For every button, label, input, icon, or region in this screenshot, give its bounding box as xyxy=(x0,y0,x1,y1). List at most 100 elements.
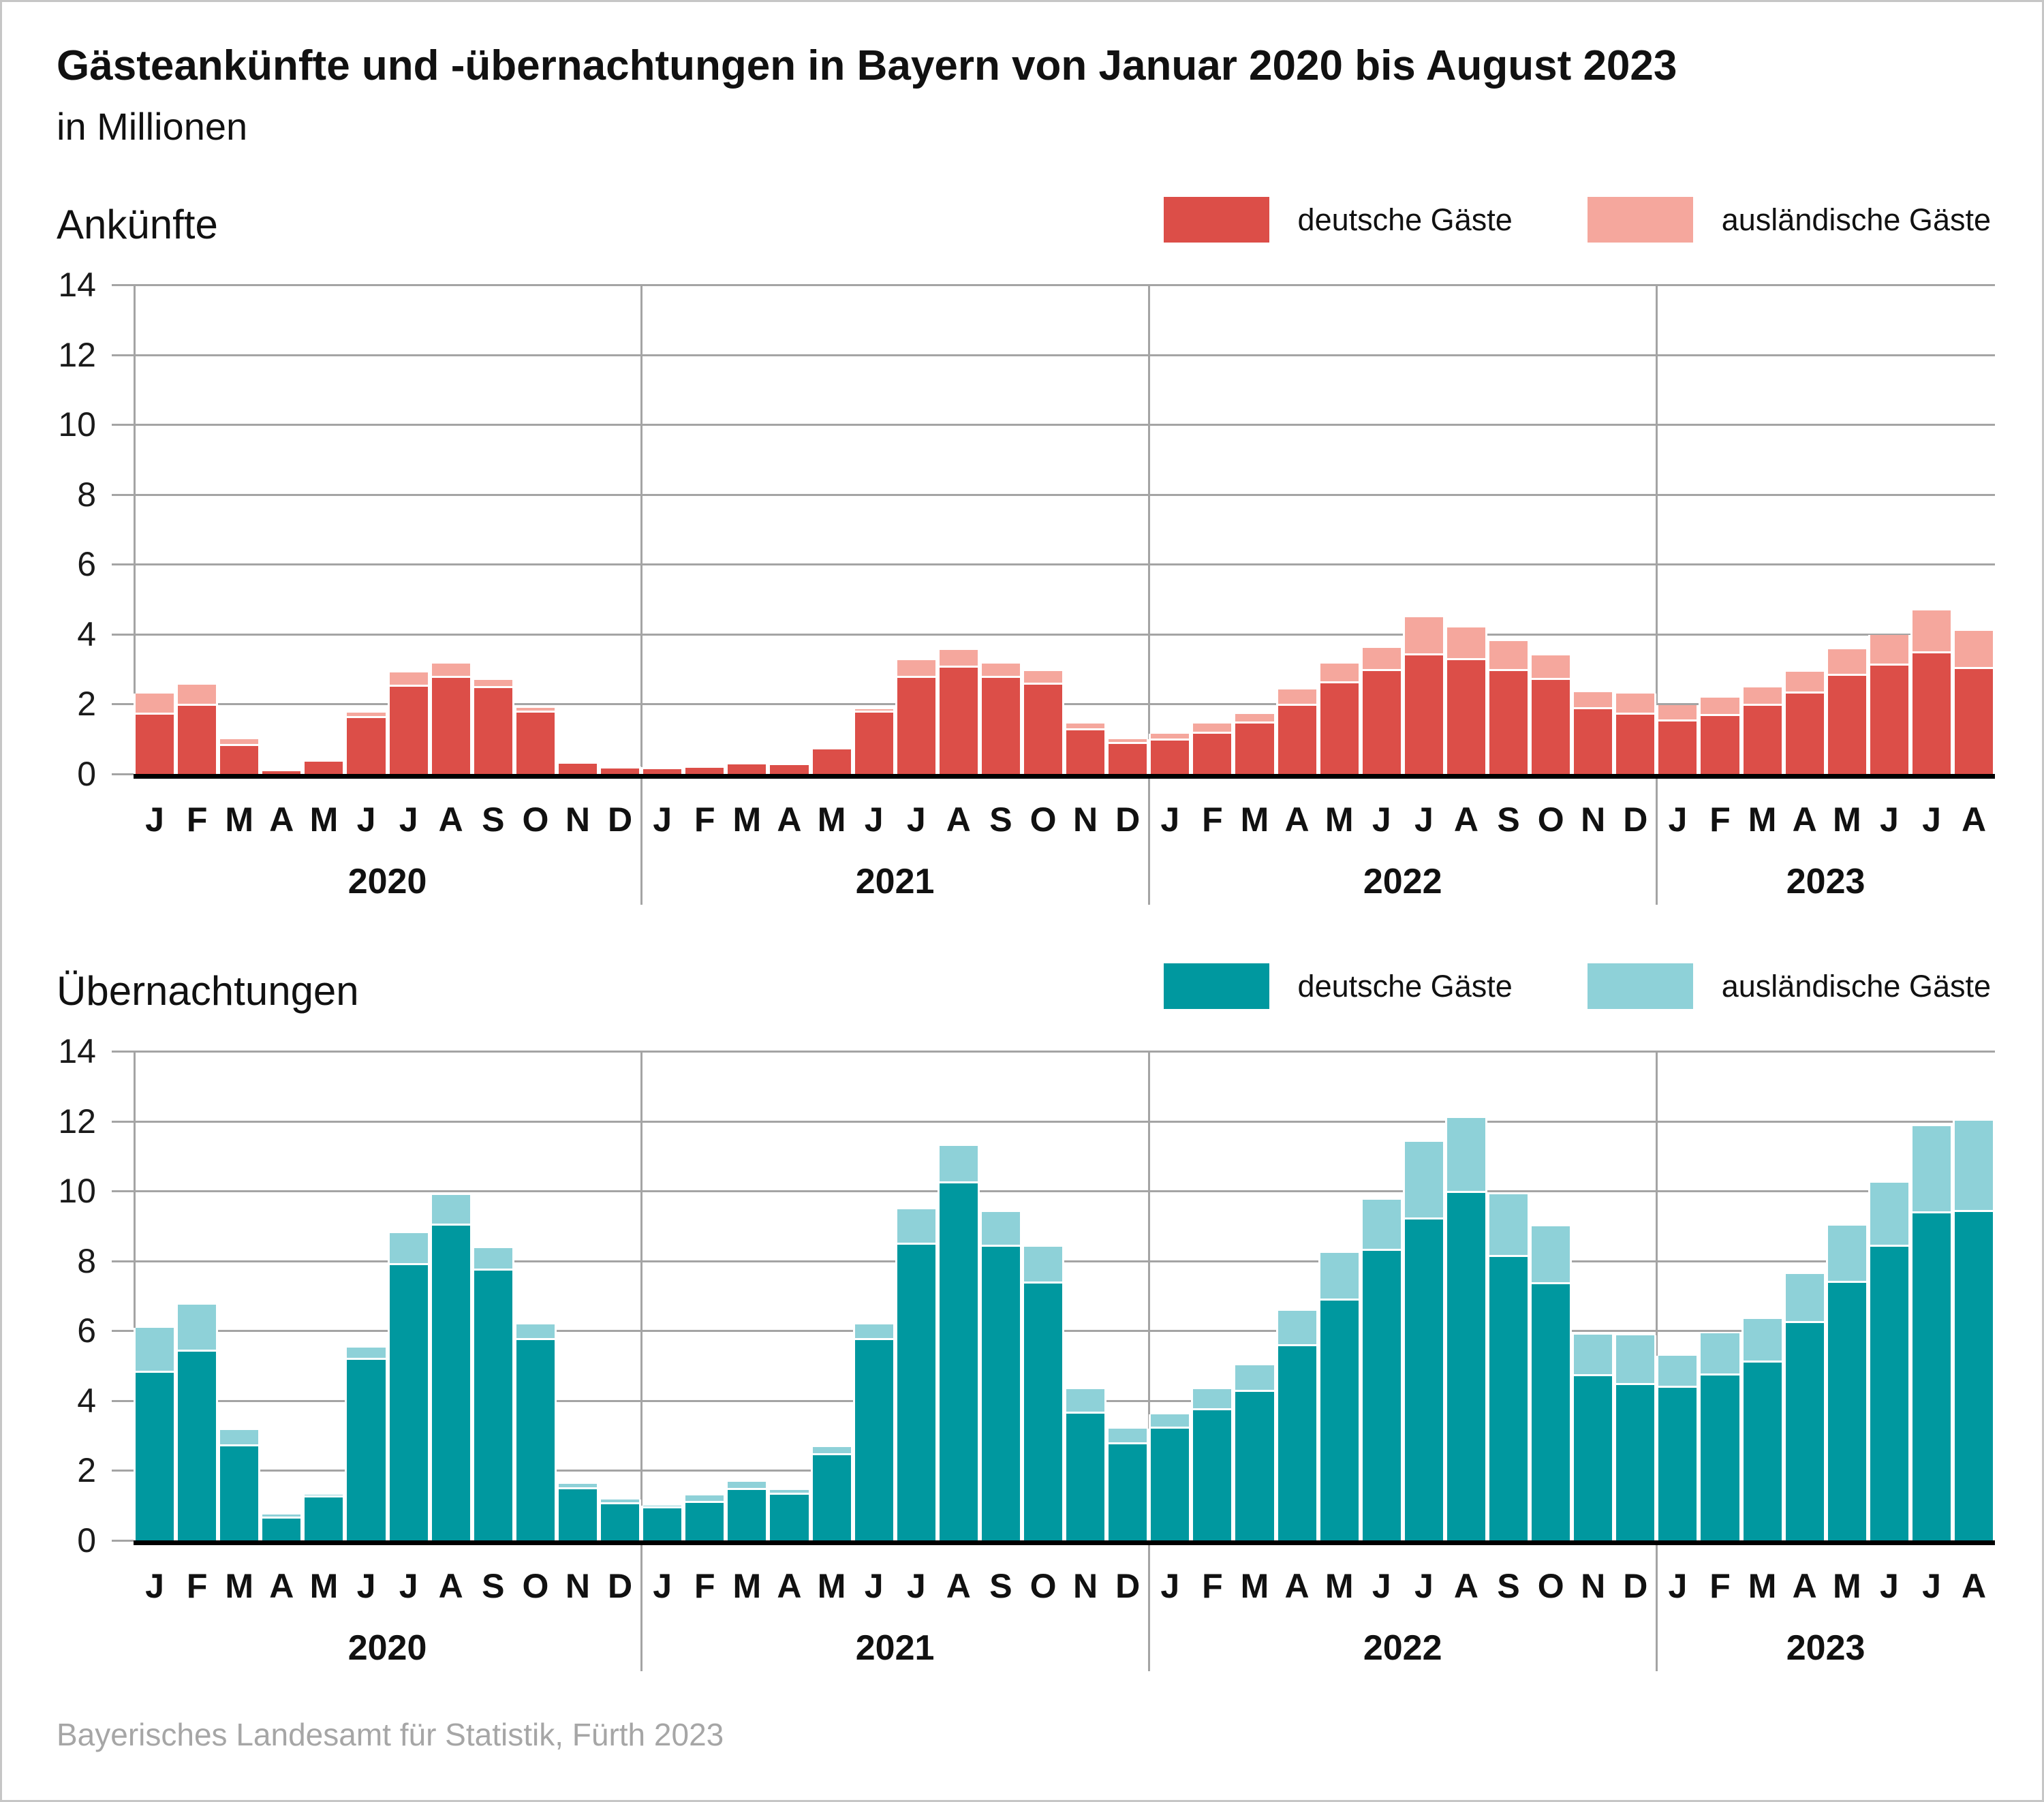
legend: deutsche Gäste ausländische Gäste xyxy=(1163,197,1991,243)
stacked-bar-2022-7 xyxy=(1402,285,1445,774)
bar-segment-foreign xyxy=(471,1247,514,1271)
bar-segment-domestic xyxy=(1360,1251,1403,1540)
stacked-bar-2021-1 xyxy=(641,285,684,774)
legend-label: deutsche Gäste xyxy=(1297,202,1513,237)
legend-label: ausländische Gäste xyxy=(1721,968,1991,1004)
year-tick-label: 2022 xyxy=(1363,862,1442,901)
year-tick-label: 2023 xyxy=(1786,862,1865,901)
bar-segment-domestic xyxy=(556,1489,600,1540)
month-tick-label: M xyxy=(817,1567,846,1605)
bar-segment-domestic xyxy=(1275,1346,1318,1540)
bar-segment-domestic xyxy=(683,768,726,774)
bar-segment-domestic xyxy=(599,1504,642,1540)
bar-segment-domestic xyxy=(726,1490,769,1540)
bar-segment-foreign xyxy=(683,766,726,768)
bar-segment-foreign xyxy=(768,763,811,766)
bar-segment-domestic xyxy=(1444,660,1487,774)
bar-segment-foreign xyxy=(895,1209,938,1245)
month-tick-label: J xyxy=(864,801,884,839)
y-axis-tick-label: 2 xyxy=(77,1451,96,1490)
bar-segment-domestic xyxy=(1825,676,1868,774)
legend-label: ausländische Gäste xyxy=(1721,202,1991,237)
month-tick-label: J xyxy=(145,801,164,839)
bar-segment-foreign xyxy=(1910,610,1953,654)
x-axis-baseline xyxy=(134,774,1995,779)
bar-segment-domestic xyxy=(303,1497,345,1540)
stacked-bar-2023-2 xyxy=(1699,1051,1741,1540)
month-tick-label: D xyxy=(608,1567,633,1605)
bar-segment-foreign xyxy=(1530,1226,1573,1285)
stacked-bar-2022-6 xyxy=(1360,285,1403,774)
bar-segment-domestic xyxy=(303,762,345,774)
bar-segment-domestic xyxy=(979,677,1022,774)
bar-segment-foreign xyxy=(1825,649,1868,677)
month-tick-label: J xyxy=(1414,1567,1434,1605)
bar-segment-foreign xyxy=(1953,1120,1996,1213)
month-tick-label: J xyxy=(1668,1567,1688,1605)
bar-segment-domestic xyxy=(345,717,388,774)
month-tick-label: M xyxy=(732,801,762,839)
bar-segment-domestic xyxy=(556,763,600,774)
bar-segment-domestic xyxy=(1699,1375,1741,1540)
month-tick-label: A xyxy=(1453,1567,1478,1605)
bar-segment-foreign xyxy=(1656,704,1699,722)
bar-segment-foreign xyxy=(768,1489,811,1495)
legend-item: ausländische Gäste xyxy=(1587,197,1991,243)
stacked-bar-2023-5 xyxy=(1825,285,1868,774)
arrivals-chart-block: Ankünfte deutsche Gäste ausländische Gäst… xyxy=(2,193,2042,959)
stacked-bar-2022-1 xyxy=(1149,1051,1192,1540)
stacked-bar-2021-2 xyxy=(683,1051,726,1540)
bar-segment-domestic xyxy=(429,1226,472,1540)
bar-segment-domestic xyxy=(1360,670,1403,774)
bar-segment-foreign xyxy=(852,709,895,713)
stacked-bar-2021-2 xyxy=(683,285,726,774)
month-tick-label: D xyxy=(1623,801,1648,839)
bar-segment-foreign xyxy=(1275,689,1318,706)
bar-segment-domestic xyxy=(218,1446,261,1540)
y-axis-tick-label: 8 xyxy=(77,475,96,514)
stacked-bar-2021-3 xyxy=(726,285,769,774)
bar-segment-domestic xyxy=(429,677,472,774)
bars-row xyxy=(134,285,1996,774)
month-tick-label: N xyxy=(1073,801,1098,839)
bar-segment-foreign xyxy=(979,664,1022,678)
stacked-bar-2021-8 xyxy=(937,1051,980,1540)
bar-segment-foreign xyxy=(1699,698,1741,717)
bar-segment-domestic xyxy=(1191,1410,1234,1540)
bar-segment-domestic xyxy=(726,764,769,774)
bar-segment-domestic xyxy=(1149,741,1192,774)
stacked-bar-2022-12 xyxy=(1614,1051,1657,1540)
month-tick-label: J xyxy=(1160,1567,1180,1605)
legend-swatch-icon xyxy=(1587,197,1693,243)
y-axis-tick-label: 14 xyxy=(58,1032,96,1070)
stacked-bar-2020-8 xyxy=(429,285,472,774)
bar-segment-foreign xyxy=(641,1505,684,1509)
month-tick-label: M xyxy=(1325,1567,1354,1605)
stacked-bar-2021-10 xyxy=(1021,1051,1065,1540)
bar-segment-foreign xyxy=(1360,647,1403,671)
stacked-bar-2020-3 xyxy=(218,1051,261,1540)
month-tick-label: J xyxy=(1879,1567,1899,1605)
stacked-bar-2020-10 xyxy=(514,285,557,774)
bar-segment-foreign xyxy=(1064,1388,1107,1414)
month-tick-label: S xyxy=(1497,801,1520,839)
bar-segment-foreign xyxy=(218,739,261,746)
bar-segment-foreign xyxy=(514,707,557,713)
month-tick-label: M xyxy=(1240,1567,1269,1605)
month-tick-label: J xyxy=(356,801,376,839)
bar-segment-domestic xyxy=(387,1265,430,1540)
bar-segment-domestic xyxy=(895,677,938,774)
stacked-bar-2020-4 xyxy=(260,1051,303,1540)
month-tick-label: S xyxy=(989,801,1012,839)
bar-segment-foreign xyxy=(1572,692,1615,710)
stacked-bar-2023-7 xyxy=(1910,1051,1953,1540)
stacked-bar-2021-11 xyxy=(1064,285,1107,774)
bar-segment-domestic xyxy=(1064,730,1107,774)
stacked-bar-2021-7 xyxy=(895,285,938,774)
bar-segment-foreign xyxy=(471,679,514,689)
bar-segment-domestic xyxy=(852,1339,895,1540)
overnights-chart-block: Übernachtungen deutsche Gäste ausländisch… xyxy=(2,959,2042,1726)
y-axis-tick-label: 12 xyxy=(58,1102,96,1140)
